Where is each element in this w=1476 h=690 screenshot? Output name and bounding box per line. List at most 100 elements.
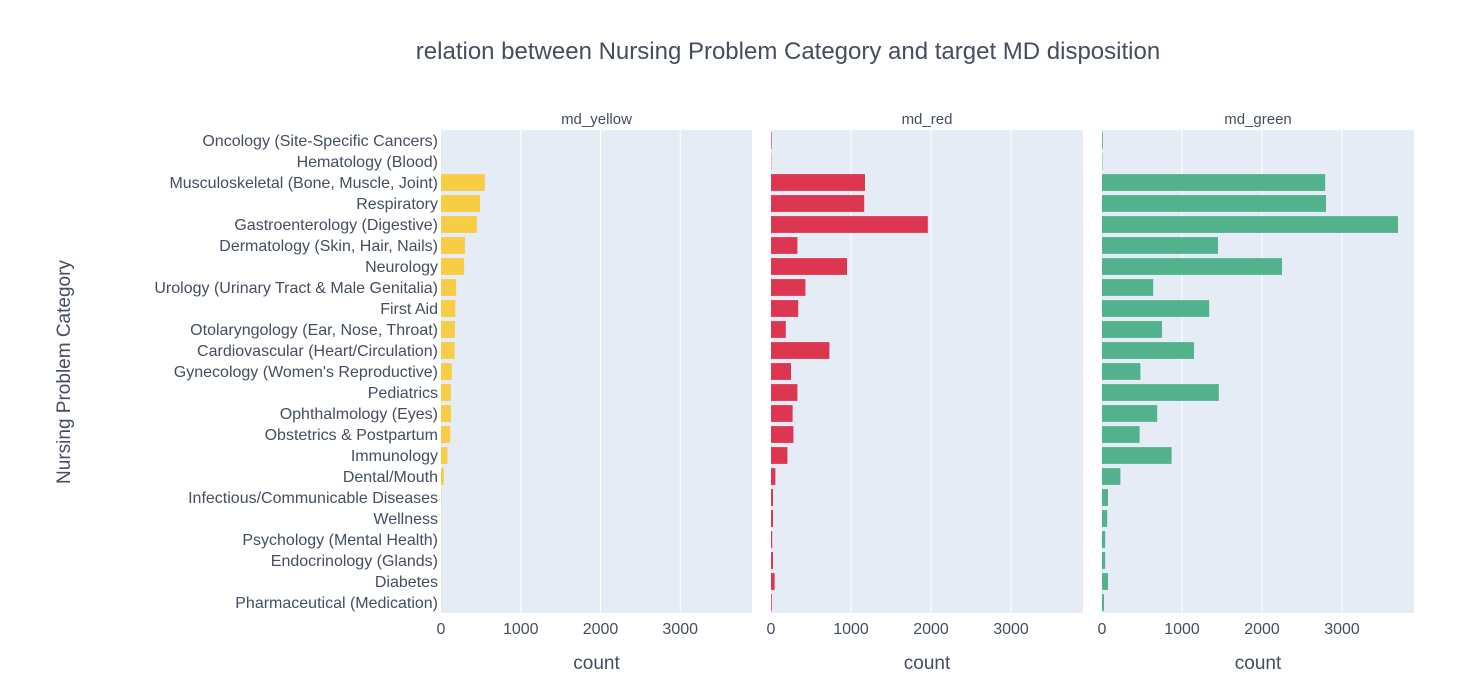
bar <box>441 216 477 233</box>
bar <box>771 489 773 506</box>
bar <box>1102 258 1282 275</box>
bar <box>771 363 791 380</box>
bar <box>771 384 798 401</box>
x-tick-label: 3000 <box>662 621 698 638</box>
bar <box>771 447 788 464</box>
bar <box>441 447 448 464</box>
bar <box>1102 321 1162 338</box>
category-label: Diabetes <box>375 574 438 591</box>
bar <box>1102 237 1218 254</box>
bar <box>1102 447 1172 464</box>
bar <box>771 216 928 233</box>
bar <box>1102 363 1141 380</box>
bar <box>1102 552 1106 569</box>
bar <box>771 405 793 422</box>
category-label: Hematology (Blood) <box>297 154 438 171</box>
bar <box>771 279 806 296</box>
bar <box>1102 405 1158 422</box>
bar <box>1102 195 1326 212</box>
bar <box>771 573 775 590</box>
bar <box>441 342 455 359</box>
facet-title: md_red <box>902 111 953 128</box>
bar <box>771 426 794 443</box>
x-axis-title: count <box>573 653 620 674</box>
category-label: Dermatology (Skin, Hair, Nails) <box>219 238 438 255</box>
category-label: Musculoskeletal (Bone, Muscle, Joint) <box>169 175 438 192</box>
x-tick-label: 2000 <box>1244 621 1280 638</box>
category-label: Oncology (Site-Specific Cancers) <box>202 133 438 150</box>
category-label: Gynecology (Women's Reproductive) <box>174 364 438 381</box>
category-label: Otolaryngology (Ear, Nose, Throat) <box>190 322 438 339</box>
bar <box>1102 426 1140 443</box>
category-label: Psychology (Mental Health) <box>242 532 438 549</box>
bar <box>441 300 456 317</box>
bar <box>441 426 451 443</box>
bar <box>771 510 773 527</box>
category-label: Gastroenterology (Digestive) <box>234 217 438 234</box>
y-axis-title: Nursing Problem Category <box>54 260 75 484</box>
bar <box>441 405 451 422</box>
x-tick-label: 1000 <box>503 621 539 638</box>
plot-background <box>441 130 752 613</box>
x-tick-label: 2000 <box>913 621 949 638</box>
category-label: Neurology <box>365 259 438 276</box>
category-label: Pediatrics <box>368 385 438 402</box>
category-label: Wellness <box>373 511 438 528</box>
category-label: Immunology <box>351 448 438 465</box>
bar <box>441 468 444 485</box>
bar <box>771 174 865 191</box>
category-label: First Aid <box>380 301 438 318</box>
bar <box>771 195 865 212</box>
bar <box>771 552 773 569</box>
category-labels: Oncology (Site-Specific Cancers) Hematolo… <box>154 133 438 612</box>
x-axis-title: count <box>1235 653 1282 674</box>
x-tick-label: 1000 <box>1164 621 1200 638</box>
category-label: Obstetrics & Postpartum <box>265 427 438 444</box>
category-label: Respiratory <box>356 196 438 213</box>
x-axis-title: count <box>904 653 951 674</box>
bar <box>1102 216 1398 233</box>
bar <box>1102 489 1108 506</box>
category-label: Urology (Urinary Tract & Male Genitalia) <box>154 280 438 297</box>
bar <box>1102 132 1103 149</box>
bar <box>771 300 799 317</box>
bar <box>1102 531 1106 548</box>
category-label: Ophthalmology (Eyes) <box>280 406 438 423</box>
bar <box>441 363 452 380</box>
x-tick-label: 3000 <box>1324 621 1360 638</box>
bar <box>1102 468 1121 485</box>
category-label: Dental/Mouth <box>343 469 438 486</box>
bar <box>771 342 830 359</box>
x-tick-label: 0 <box>767 621 776 638</box>
bar <box>1102 342 1194 359</box>
facet-title: md_yellow <box>561 111 632 128</box>
bar <box>1102 510 1108 527</box>
bar <box>771 132 772 149</box>
bar <box>441 279 457 296</box>
facet-title: md_green <box>1224 111 1292 128</box>
bar <box>1102 300 1210 317</box>
category-label: Endocrinology (Glands) <box>271 553 438 570</box>
x-tick-label: 0 <box>1098 621 1107 638</box>
bar <box>771 594 772 611</box>
bar <box>441 321 455 338</box>
x-tick-label: 1000 <box>833 621 869 638</box>
category-label: Cardiovascular (Heart/Circulation) <box>197 343 438 360</box>
bar <box>441 174 485 191</box>
bar <box>441 237 465 254</box>
category-label: Pharmaceutical (Medication) <box>235 595 438 612</box>
bar <box>441 195 481 212</box>
bar <box>771 321 786 338</box>
bar <box>771 258 847 275</box>
bar <box>771 468 776 485</box>
bar <box>441 384 451 401</box>
bar <box>1102 174 1326 191</box>
bar <box>771 237 798 254</box>
x-tick-label: 0 <box>437 621 446 638</box>
bar <box>1102 573 1108 590</box>
chart-title: relation between Nursing Problem Categor… <box>416 38 1160 65</box>
